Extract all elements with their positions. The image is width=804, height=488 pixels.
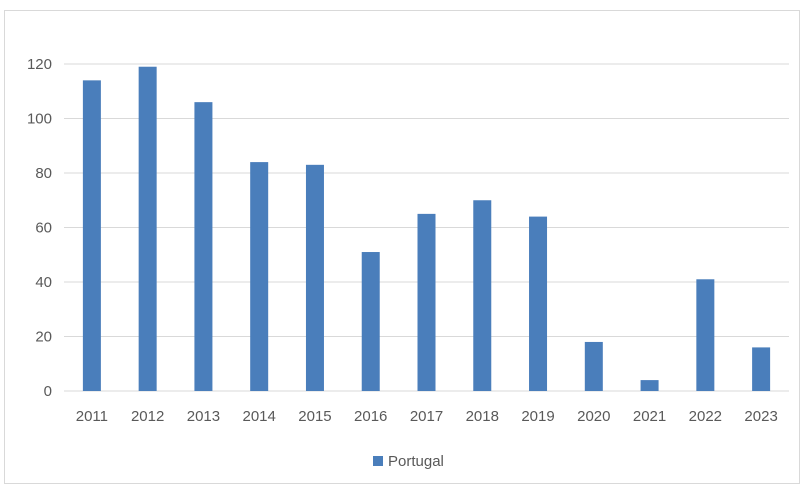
x-tick-label-2020: 2020 (577, 408, 610, 425)
y-tick-label: 80 (35, 165, 52, 182)
x-tick-label-2017: 2017 (410, 408, 443, 425)
y-tick-label: 20 (35, 329, 52, 346)
x-tick-label-2014: 2014 (243, 408, 276, 425)
x-tick-label-2013: 2013 (187, 408, 220, 425)
bar-2015 (305, 164, 324, 391)
x-tick-label-2011: 2011 (76, 408, 108, 425)
y-tick-label: 100 (27, 111, 52, 128)
bar-2011 (82, 80, 101, 391)
x-tick-label-2015: 2015 (298, 408, 331, 425)
legend: Portugal (373, 453, 444, 470)
bar-2013 (194, 102, 213, 392)
x-tick-label-2019: 2019 (521, 408, 554, 425)
y-tick-label: 40 (35, 274, 52, 291)
chart-frame (4, 10, 800, 484)
x-tick-label-2023: 2023 (744, 408, 777, 425)
x-tick-label-2021: 2021 (633, 408, 666, 425)
x-tick-label-2012: 2012 (131, 408, 164, 425)
x-tick-label-2022: 2022 (689, 408, 722, 425)
bar-2021 (640, 380, 659, 391)
y-tick-label: 120 (27, 56, 52, 73)
x-axis-tick-labels: 2011 2012 2013 2014 2015 2016 2017 2018 2019 2020… (76, 408, 778, 425)
bar-2019 (529, 216, 548, 391)
y-tick-label: 60 (35, 220, 52, 237)
bar-2023 (752, 347, 771, 391)
x-tick-label-2018: 2018 (466, 408, 499, 425)
bars (82, 66, 771, 392)
bar-2018 (473, 200, 492, 391)
bar-2012 (138, 66, 157, 391)
bar-2014 (250, 162, 269, 391)
bar-2020 (584, 341, 603, 391)
y-axis-tick-labels: 0 20 40 60 80 100 120 (27, 56, 52, 400)
gridlines (64, 63, 789, 392)
bar-2016 (361, 252, 380, 391)
legend-label-portugal: Portugal (388, 453, 444, 470)
bar-2022 (696, 279, 715, 391)
x-tick-label-2016: 2016 (354, 408, 387, 425)
y-tick-label: 0 (44, 383, 52, 400)
legend-swatch-portugal (373, 456, 383, 466)
bar-2017 (417, 213, 436, 391)
